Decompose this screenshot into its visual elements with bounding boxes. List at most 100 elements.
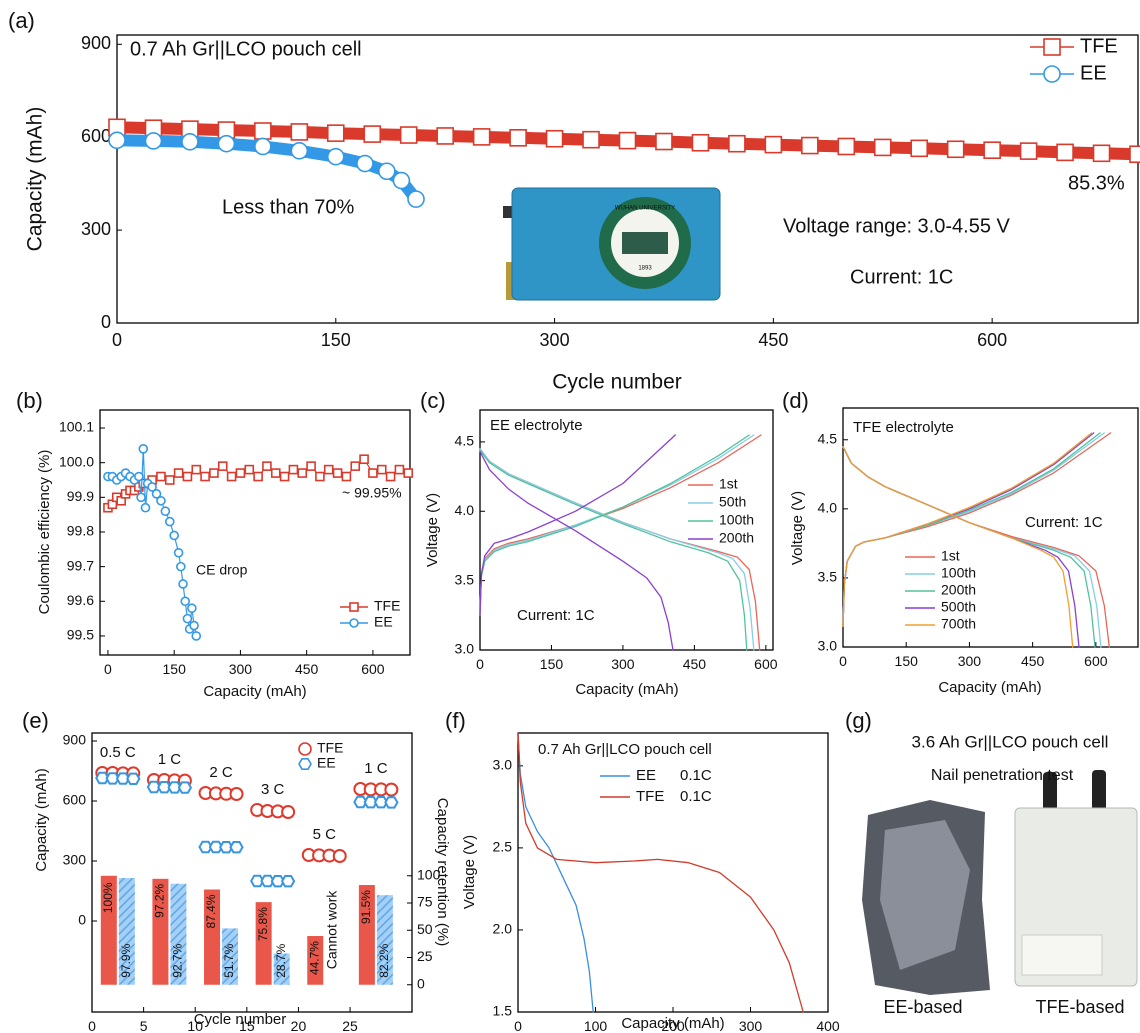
marker xyxy=(326,147,345,166)
x-tick-label: 150 xyxy=(540,656,564,672)
marker xyxy=(436,127,454,145)
x-tick-label: 200 xyxy=(661,1018,685,1033)
bar-value-label: 92.7% xyxy=(171,943,185,977)
marker xyxy=(235,468,246,478)
marker xyxy=(217,461,228,471)
y-tick-label: 900 xyxy=(81,33,111,53)
marker xyxy=(384,796,399,809)
marker xyxy=(164,475,175,485)
y2-axis-label: Capacity retention (%) xyxy=(434,798,451,946)
rate-label: 1 C xyxy=(158,751,182,768)
marker xyxy=(198,840,213,854)
marker xyxy=(376,464,387,475)
marker xyxy=(281,805,296,819)
marker xyxy=(180,596,191,607)
x-tick-label: 150 xyxy=(163,661,187,677)
x-tick-label: 0 xyxy=(112,330,122,350)
x-tick-label: 20 xyxy=(291,1018,307,1033)
marker xyxy=(160,506,171,516)
marker xyxy=(582,130,600,149)
y-tick-label: 4.5 xyxy=(818,430,838,446)
series-line xyxy=(517,732,804,1013)
x-tick-label: 300 xyxy=(739,1018,763,1033)
bar xyxy=(204,889,221,985)
photo-caption: EE-based xyxy=(883,997,962,1017)
x-tick-label: 300 xyxy=(540,330,570,350)
marker xyxy=(260,874,275,888)
marker xyxy=(297,468,308,478)
y-axis-label: Capacity (mAh) xyxy=(24,107,47,252)
x-tick-label: 300 xyxy=(958,653,982,669)
plot-frame xyxy=(99,409,411,656)
marker xyxy=(189,620,199,631)
x-tick-label: 100 xyxy=(584,1018,608,1033)
x-tick-label: 15 xyxy=(239,1018,255,1033)
legend-label: 1st xyxy=(719,476,738,492)
marker xyxy=(1019,142,1038,160)
marker xyxy=(392,171,411,190)
bar xyxy=(222,928,239,985)
x-tick-label: 600 xyxy=(754,656,778,672)
marker xyxy=(655,132,673,151)
y-tick-label: 900 xyxy=(63,732,87,748)
marker xyxy=(250,874,265,888)
bar-value-label: 97.2% xyxy=(153,883,167,917)
marker xyxy=(368,468,378,478)
marker xyxy=(341,471,352,482)
y-axis-label: Coulombic efficiency (%) xyxy=(36,450,53,615)
legend-label: EE xyxy=(317,755,336,771)
marker xyxy=(173,547,184,558)
marker xyxy=(728,134,746,153)
marker xyxy=(280,875,296,888)
marker xyxy=(332,468,343,478)
y2-tick-label: 0 xyxy=(417,975,425,991)
marker xyxy=(254,122,272,140)
legend-marker xyxy=(298,742,312,756)
marker xyxy=(290,123,309,141)
panel-label: (f) xyxy=(445,708,466,733)
marker xyxy=(363,796,378,809)
y-tick-label: 2.0 xyxy=(493,921,513,937)
marker xyxy=(253,471,263,482)
plot-frame xyxy=(116,34,1139,324)
marker xyxy=(384,782,399,797)
annotation: CE drop xyxy=(196,562,248,578)
plot-frame xyxy=(479,409,774,651)
y-tick-label: 4.0 xyxy=(455,502,475,518)
series-line xyxy=(517,732,594,1013)
y-axis-label: Voltage (V) xyxy=(424,493,441,567)
marker xyxy=(164,516,175,527)
marker xyxy=(326,124,345,142)
marker xyxy=(407,190,425,208)
marker xyxy=(219,841,234,854)
panel-label: (a) xyxy=(8,8,35,33)
marker xyxy=(359,454,369,465)
y-tick-label: 99.7 xyxy=(67,557,94,573)
y-tick-label: 3.5 xyxy=(818,569,838,585)
rate-label: 2 C xyxy=(209,764,233,781)
marker xyxy=(801,136,819,155)
chart-title: 0.7 Ah Gr||LCO pouch cell xyxy=(538,741,712,758)
marker xyxy=(509,129,527,147)
legend-label: 1st xyxy=(941,548,960,564)
marker xyxy=(95,771,110,785)
marker xyxy=(350,461,361,471)
marker xyxy=(373,796,389,809)
legend-label: 200th xyxy=(941,582,976,598)
logo-year: 1893 xyxy=(638,266,652,272)
legend-label: 50th xyxy=(719,494,746,510)
legend-label: 700th xyxy=(941,616,976,632)
bar-value-label: 87.4% xyxy=(204,894,218,928)
marker xyxy=(144,132,163,150)
marker xyxy=(363,125,382,143)
marker xyxy=(1092,144,1111,163)
bar-value-label: 75.8% xyxy=(256,907,270,941)
y-tick-label: 99.6 xyxy=(67,592,94,608)
annotation: Current: 1C xyxy=(517,607,595,624)
bar xyxy=(376,895,393,985)
y-axis-label: Voltage (V) xyxy=(461,835,478,909)
tfe-cell-tape xyxy=(1021,934,1103,976)
legend-label: TFE xyxy=(1080,35,1118,57)
x-tick-label: 300 xyxy=(229,661,253,677)
marker xyxy=(173,468,184,478)
